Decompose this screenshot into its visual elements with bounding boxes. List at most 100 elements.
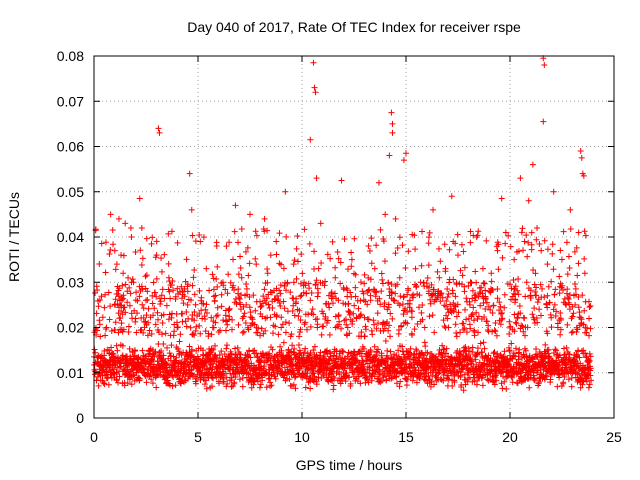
data-point xyxy=(208,314,215,321)
data-point xyxy=(400,157,407,164)
data-point xyxy=(317,367,324,374)
data-point xyxy=(224,321,231,328)
data-point xyxy=(169,310,176,317)
data-point xyxy=(247,211,253,218)
data-point xyxy=(280,339,287,346)
data-point xyxy=(299,270,306,277)
data-point xyxy=(488,278,495,285)
data-point xyxy=(257,381,264,388)
data-point xyxy=(247,370,254,377)
data-point xyxy=(321,282,328,289)
data-point xyxy=(144,296,151,303)
data-point xyxy=(412,246,419,253)
data-point xyxy=(550,266,557,273)
data-point xyxy=(426,313,433,320)
data-point xyxy=(134,297,141,304)
data-point xyxy=(587,303,594,310)
data-point xyxy=(232,202,239,209)
data-point xyxy=(379,280,386,287)
data-point xyxy=(498,316,505,323)
data-point xyxy=(322,278,329,285)
data-point xyxy=(256,384,263,391)
data-point xyxy=(439,294,446,301)
data-point xyxy=(235,286,242,293)
data-point xyxy=(586,381,593,388)
data-point xyxy=(304,326,311,333)
data-point xyxy=(281,305,288,312)
data-point xyxy=(587,325,594,332)
data-point xyxy=(557,247,564,254)
data-point xyxy=(183,323,190,330)
data-point xyxy=(517,310,524,317)
data-point xyxy=(159,356,166,363)
data-point xyxy=(300,352,307,359)
data-point xyxy=(120,292,127,299)
data-point xyxy=(95,303,102,310)
data-point xyxy=(106,316,113,323)
x-tick-label: 15 xyxy=(398,429,414,445)
data-point xyxy=(375,179,382,186)
data-point xyxy=(326,331,333,338)
data-point xyxy=(529,311,536,318)
data-point xyxy=(214,304,221,311)
data-point xyxy=(417,279,424,286)
data-point xyxy=(557,326,564,333)
data-point xyxy=(96,297,103,304)
data-point xyxy=(301,349,308,356)
data-point xyxy=(132,249,139,256)
data-point xyxy=(497,321,504,328)
data-point xyxy=(454,301,461,308)
data-point xyxy=(115,379,122,386)
data-point xyxy=(398,323,405,330)
data-point xyxy=(521,315,528,322)
data-point xyxy=(106,251,113,258)
data-point xyxy=(100,380,107,387)
data-point xyxy=(267,314,274,321)
data-point xyxy=(466,301,473,308)
data-point xyxy=(585,359,592,366)
data-point xyxy=(499,315,506,322)
data-point xyxy=(136,195,143,202)
data-point xyxy=(247,354,254,361)
data-point xyxy=(404,309,411,316)
data-point xyxy=(423,359,430,366)
data-point xyxy=(153,238,160,245)
data-point xyxy=(201,315,208,322)
data-point xyxy=(452,293,459,300)
data-point xyxy=(403,382,410,389)
data-point xyxy=(467,279,474,286)
data-point xyxy=(112,319,119,326)
data-point xyxy=(368,260,375,267)
data-point xyxy=(293,275,300,282)
data-point xyxy=(480,339,487,346)
data-point xyxy=(340,348,347,355)
data-point xyxy=(335,255,342,262)
data-point xyxy=(252,307,259,314)
data-point xyxy=(311,248,318,255)
data-point xyxy=(355,305,362,312)
x-axis-label: GPS time / hours xyxy=(296,457,403,473)
data-point xyxy=(167,295,174,302)
data-point xyxy=(314,316,321,323)
data-point xyxy=(582,350,589,357)
data-point xyxy=(405,287,412,294)
data-point xyxy=(586,357,593,364)
data-point xyxy=(419,351,426,358)
data-point xyxy=(473,309,480,316)
data-point xyxy=(585,384,592,391)
data-point xyxy=(264,279,271,286)
data-point xyxy=(127,224,134,231)
data-point xyxy=(253,350,260,357)
data-point xyxy=(302,384,309,391)
data-point xyxy=(291,257,298,264)
data-point xyxy=(575,364,582,371)
data-point xyxy=(145,305,152,312)
data-point xyxy=(474,350,481,357)
data-point xyxy=(264,266,271,273)
data-point xyxy=(102,269,109,276)
data-point xyxy=(232,345,239,352)
data-point xyxy=(330,386,337,393)
data-point xyxy=(548,314,555,321)
data-point xyxy=(139,301,146,308)
data-point xyxy=(448,193,455,200)
